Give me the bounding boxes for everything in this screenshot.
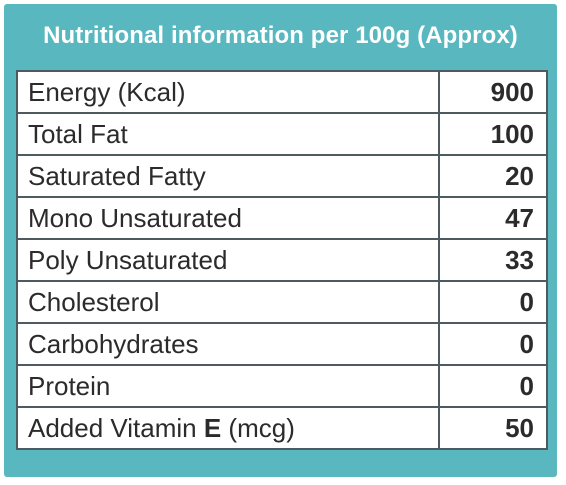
row-value: 50: [438, 406, 548, 450]
row-label: Poly Unsaturated: [16, 238, 440, 282]
table-row: Added Vitamin E (mcg) 50: [16, 406, 548, 450]
row-label: Cholesterol: [16, 280, 440, 324]
table-title: Nutritional information per 100g (Approx…: [43, 22, 518, 49]
row-label: Energy (Kcal): [16, 70, 440, 114]
row-label-prefix: Added Vitamin: [28, 413, 204, 443]
row-label-vitamin-e: Added Vitamin E (mcg): [16, 406, 440, 450]
row-value: 0: [438, 364, 548, 408]
row-value: 20: [438, 154, 548, 198]
row-label-suffix: (mcg): [221, 413, 295, 443]
row-value: 900: [438, 70, 548, 114]
row-label: Saturated Fatty: [16, 154, 440, 198]
row-value: 0: [438, 322, 548, 366]
table-row: Poly Unsaturated 33: [16, 238, 548, 282]
row-value: 0: [438, 280, 548, 324]
row-label: Protein: [16, 364, 440, 408]
nutrition-panel: Nutritional information per 100g (Approx…: [4, 4, 557, 477]
table-row: Saturated Fatty 20: [16, 154, 548, 198]
table-row: Mono Unsaturated 47: [16, 196, 548, 240]
table-row: Energy (Kcal) 900: [16, 70, 548, 114]
row-label: Mono Unsaturated: [16, 196, 440, 240]
row-label-bold: E: [203, 413, 222, 443]
table-row: Cholesterol 0: [16, 280, 548, 324]
row-value: 47: [438, 196, 548, 240]
row-label: Carbohydrates: [16, 322, 440, 366]
table-row: Protein 0: [16, 364, 548, 408]
row-value: 100: [438, 112, 548, 156]
row-label: Total Fat: [16, 112, 440, 156]
table-row: Carbohydrates 0: [16, 322, 548, 366]
row-value: 33: [438, 238, 548, 282]
table-row: Total Fat 100: [16, 112, 548, 156]
nutrition-table: Energy (Kcal) 900 Total Fat 100 Saturate…: [16, 70, 548, 450]
